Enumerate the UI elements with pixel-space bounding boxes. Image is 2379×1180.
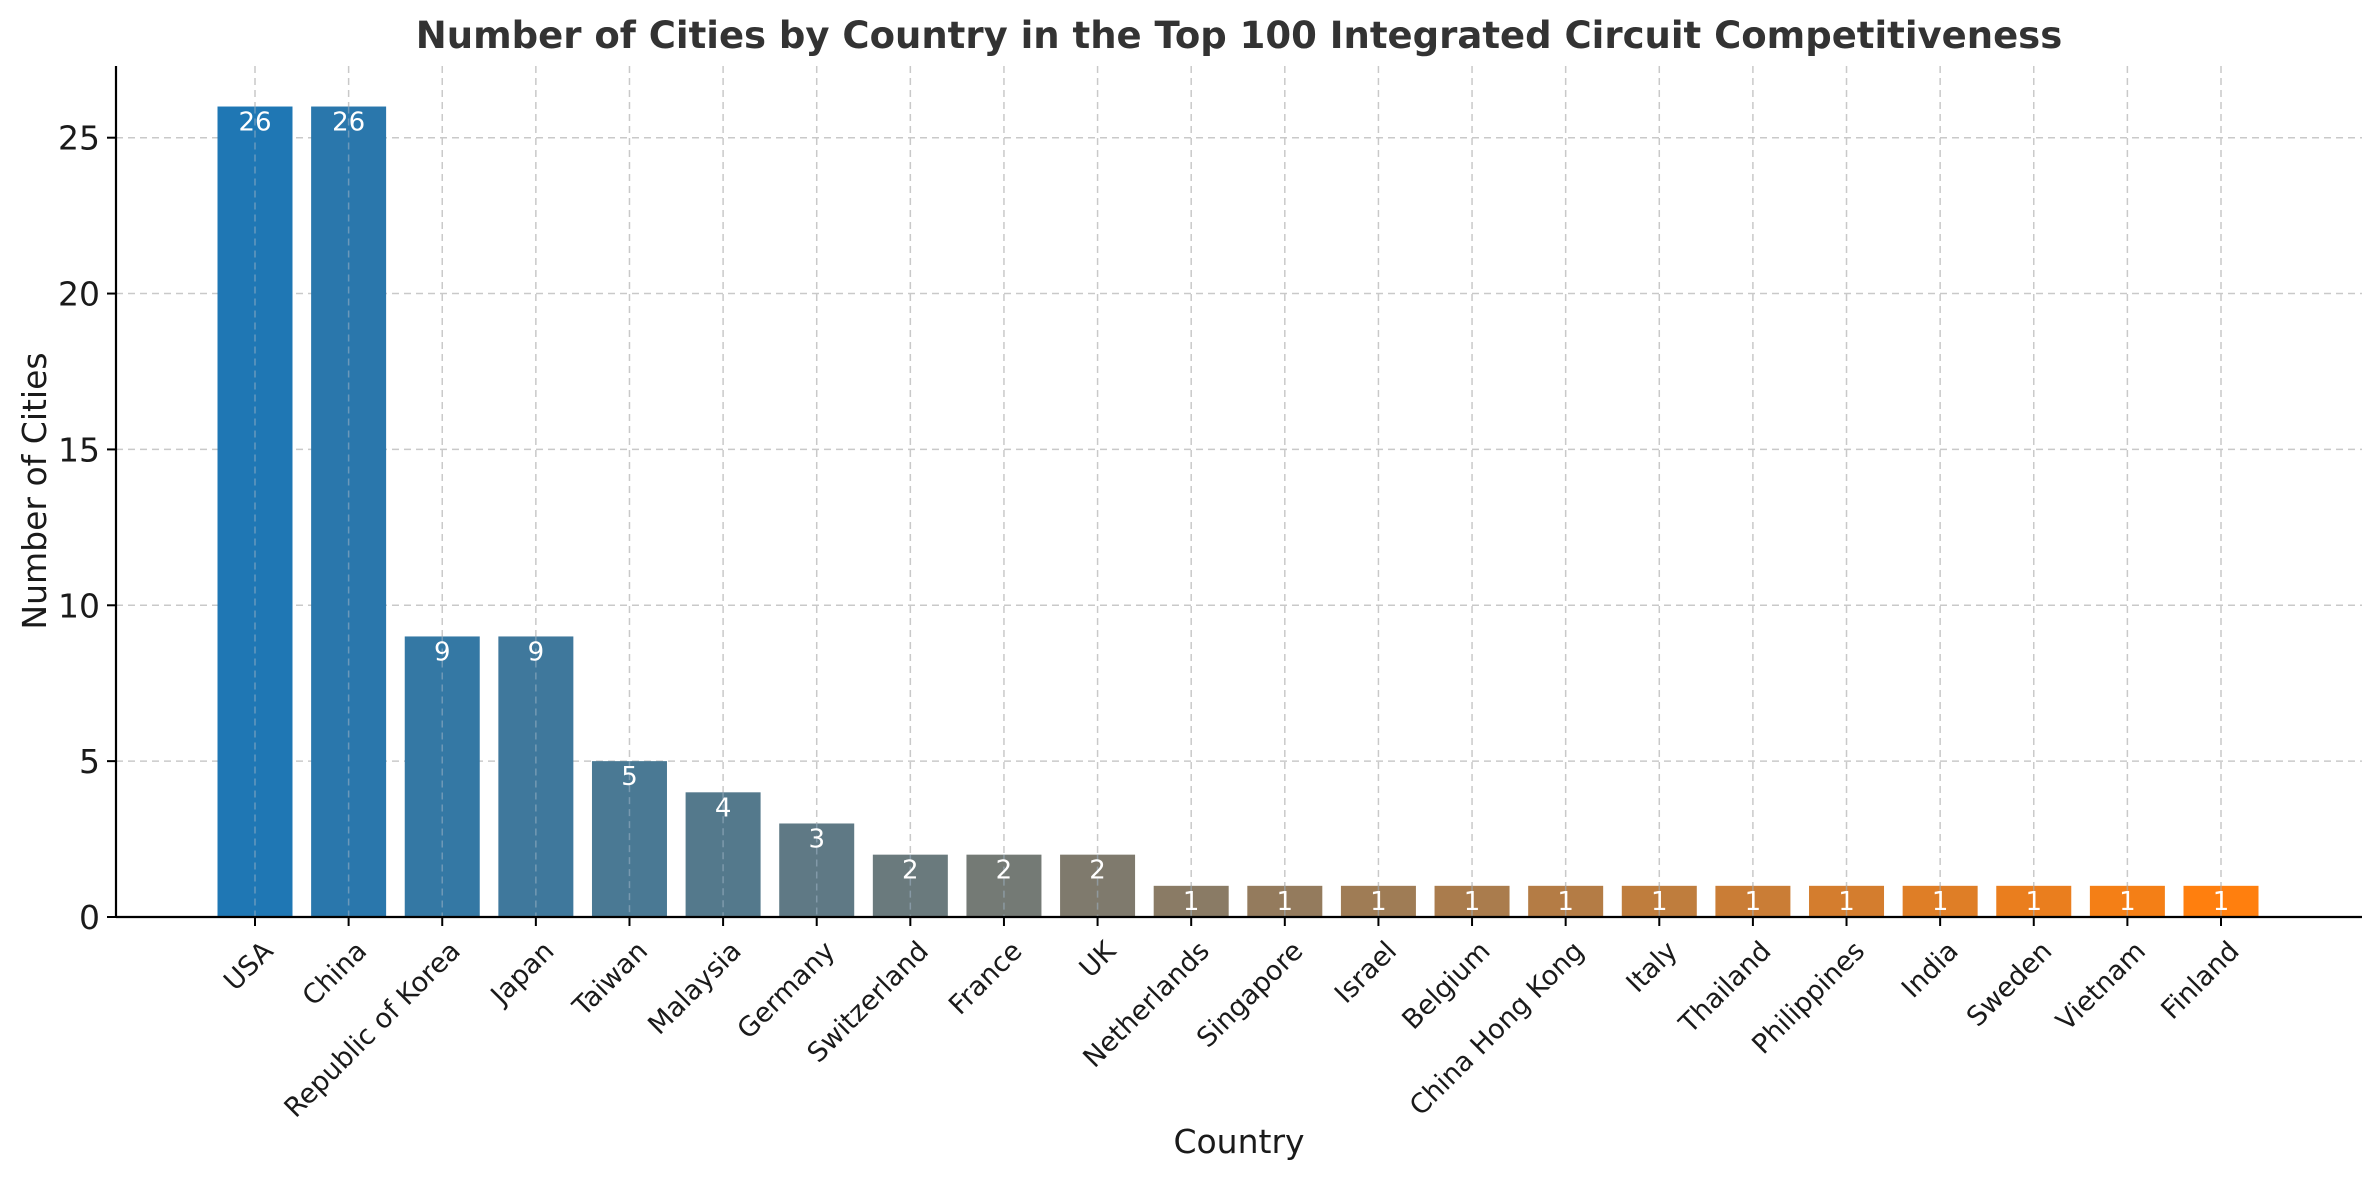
y-tick-label: 15	[58, 430, 100, 469]
axes	[114, 66, 2362, 919]
bar-value-label: 2	[1089, 856, 1106, 886]
x-tick-label: Belgium	[1396, 936, 1496, 1036]
bar-value-label: 9	[528, 637, 545, 667]
x-tick-label: Israel	[1329, 936, 1403, 1010]
bar-value-label: 2	[902, 856, 919, 886]
y-tick-label: 10	[58, 586, 100, 625]
bar-value-label: 1	[1370, 887, 1387, 917]
y-tick-label: 20	[58, 275, 100, 314]
x-tick-label: Taiwan	[566, 936, 654, 1024]
bar-value-label: 26	[332, 108, 365, 138]
bar-value-label: 1	[1557, 887, 1574, 917]
x-tick-label: Japan	[484, 936, 561, 1013]
bar-value-label: 1	[1464, 887, 1481, 917]
bar-value-label: 5	[621, 762, 638, 792]
x-tick-label: UK	[1074, 935, 1123, 984]
y-tick-label: 25	[58, 119, 100, 158]
bar-value-label: 26	[238, 108, 271, 138]
bar-value-label: 4	[715, 793, 732, 823]
y-tick-label: 5	[79, 742, 100, 781]
bar-value-label: 1	[1932, 887, 1949, 917]
bar-value-label: 1	[2213, 887, 2230, 917]
x-tick-label: Republic of Korea	[279, 936, 467, 1124]
x-tick-label: Finland	[2155, 936, 2245, 1026]
x-tick-label: China Hong Kong	[1404, 936, 1590, 1122]
bar-value-label: 1	[1277, 887, 1294, 917]
x-tick-label: Vietnam	[2050, 936, 2152, 1038]
y-ticks: 0 5 10 15 20 25	[58, 119, 116, 937]
x-axis-label: Country	[1173, 1122, 1304, 1161]
x-tick-label: France	[943, 936, 1028, 1021]
bar-value-label: 2	[996, 856, 1013, 886]
bar-value-label: 1	[1651, 887, 1668, 917]
x-tick-label: Sweden	[1961, 936, 2058, 1033]
bars	[217, 106, 2259, 918]
bar-value-label: 1	[2025, 887, 2042, 917]
bar-value-label: 1	[1183, 887, 1200, 917]
chart-title: Number of Cities by Country in the Top 1…	[416, 14, 2062, 57]
bar-value-label: 1	[1745, 887, 1762, 917]
bar-value-label: 3	[808, 824, 825, 854]
x-tick-label: India	[1896, 936, 1965, 1005]
x-tick-label: China	[297, 936, 373, 1012]
x-tick-label: Malaysia	[642, 936, 747, 1041]
x-tick-label: Italy	[1620, 936, 1683, 999]
bar-value-label: 9	[434, 637, 451, 667]
y-axis-label: Number of Cities	[15, 352, 54, 629]
bar-value-labels: 26 26 9 9 5 4 3 2 2 2 1 1 1 1 1 1 1 1 1 1 1 1	[238, 108, 2229, 917]
x-tick-label: USA	[218, 935, 280, 997]
bar-value-label: 1	[2119, 887, 2136, 917]
y-tick-label: 0	[79, 898, 100, 937]
bar-value-label: 1	[1838, 887, 1855, 917]
